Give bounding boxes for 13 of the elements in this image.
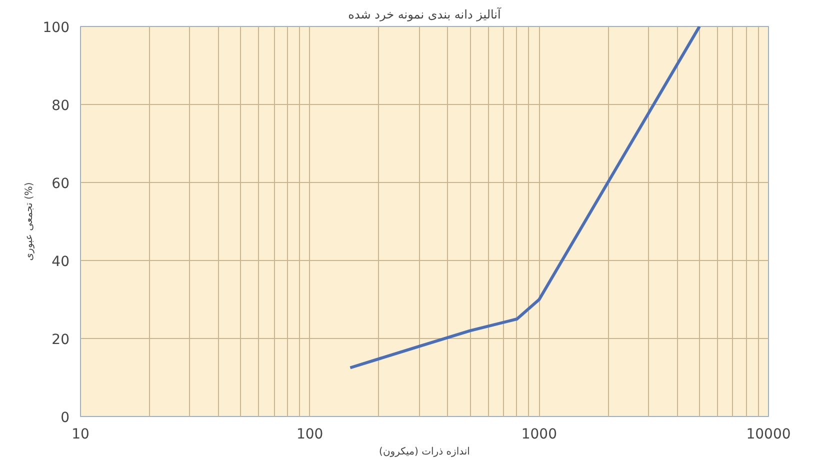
x-tick-label: 10	[72, 426, 90, 442]
x-tick-label: 10000	[746, 426, 791, 442]
y-tick-label: 100	[42, 20, 70, 36]
y-tick-label: 60	[52, 176, 70, 192]
chart-title: آنالیز دانه بندی نمونه خرد شده	[348, 6, 502, 22]
y-tick-label: 80	[52, 98, 70, 114]
y-tick-label: 40	[52, 254, 70, 270]
x-axis-title: اندازه ذرات (میکرون)	[379, 446, 470, 458]
x-tick-label: 100	[296, 426, 324, 442]
y-tick-label: 0	[60, 410, 70, 426]
y-tick-label: 20	[52, 332, 70, 348]
y-axis-title: تجمعی عبوری (%)	[24, 182, 35, 261]
x-tick-label: 1000	[521, 426, 557, 442]
